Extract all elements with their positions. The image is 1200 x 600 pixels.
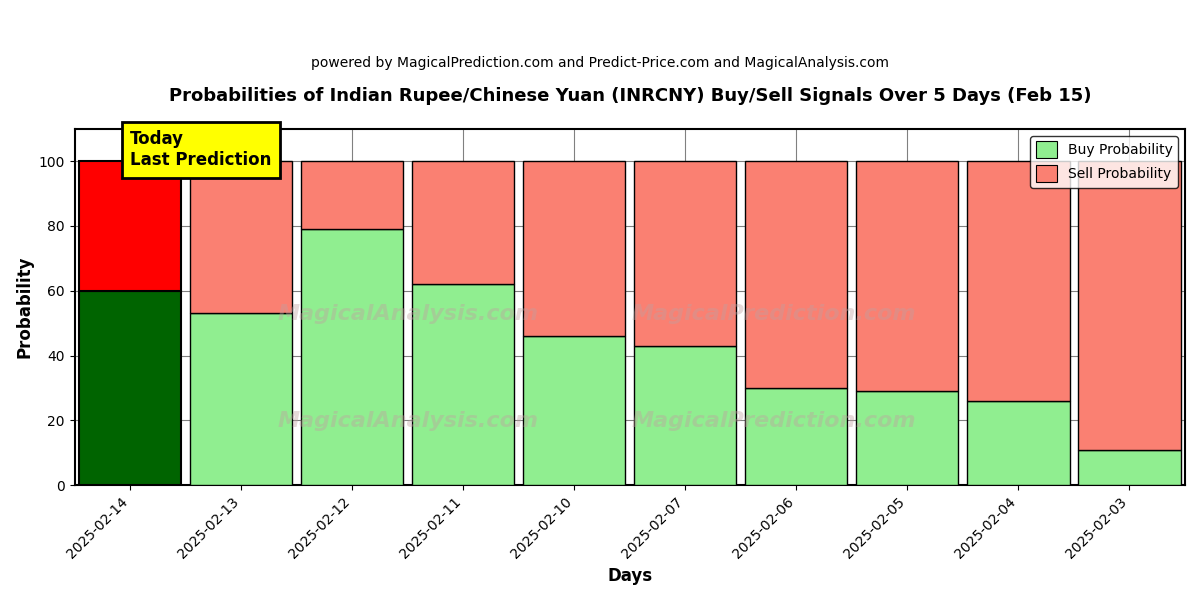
Bar (301, 161, 403, 229)
Bar (745, 161, 847, 388)
Bar (1079, 449, 1181, 485)
Bar (523, 161, 625, 336)
Text: powered by MagicalPrediction.com and Predict-Price.com and MagicalAnalysis.com: powered by MagicalPrediction.com and Pre… (311, 56, 889, 70)
Bar (857, 161, 959, 391)
Bar (523, 336, 625, 485)
Bar (635, 161, 737, 346)
Bar (412, 161, 515, 284)
Bar (190, 161, 293, 313)
Bar (190, 313, 293, 485)
Bar (1079, 161, 1181, 449)
Text: MagicalPrediction.com: MagicalPrediction.com (632, 411, 917, 431)
Bar (967, 161, 1069, 401)
Text: Today
Last Prediction: Today Last Prediction (130, 130, 271, 169)
X-axis label: Days: Days (607, 567, 653, 585)
Y-axis label: Probability: Probability (16, 256, 34, 358)
Bar (301, 229, 403, 485)
Text: MagicalPrediction.com: MagicalPrediction.com (632, 304, 917, 324)
Bar (857, 391, 959, 485)
Legend: Buy Probability, Sell Probability: Buy Probability, Sell Probability (1030, 136, 1178, 188)
Bar (412, 284, 515, 485)
Bar (79, 161, 181, 291)
Text: MagicalAnalysis.com: MagicalAnalysis.com (277, 304, 539, 324)
Title: Probabilities of Indian Rupee/Chinese Yuan (INRCNY) Buy/Sell Signals Over 5 Days: Probabilities of Indian Rupee/Chinese Yu… (168, 87, 1091, 105)
Bar (79, 291, 181, 485)
Bar (967, 401, 1069, 485)
Bar (635, 346, 737, 485)
Bar (745, 388, 847, 485)
Text: MagicalAnalysis.com: MagicalAnalysis.com (277, 411, 539, 431)
